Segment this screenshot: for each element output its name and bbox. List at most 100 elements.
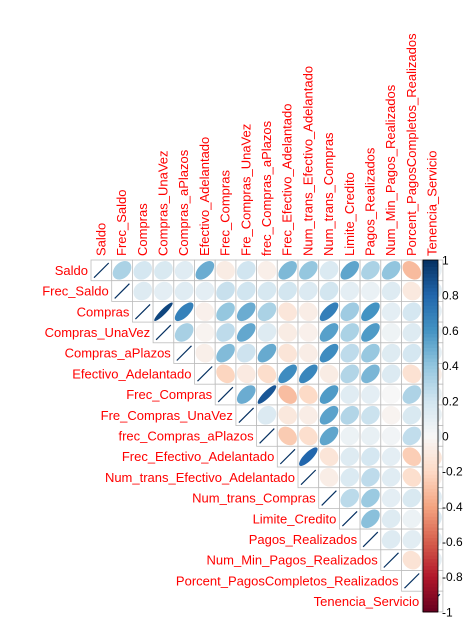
correlation-ellipse bbox=[381, 281, 401, 301]
correlation-ellipse bbox=[319, 261, 339, 280]
correlation-ellipse bbox=[402, 509, 422, 529]
correlation-ellipse bbox=[174, 281, 194, 301]
row-label: Frec_Compras bbox=[126, 387, 212, 402]
correlation-ellipse bbox=[402, 364, 422, 384]
colorbar-segment bbox=[423, 323, 438, 328]
correlation-ellipse bbox=[299, 281, 318, 301]
correlation-ellipse bbox=[340, 302, 360, 322]
correlation-ellipse bbox=[361, 302, 380, 322]
correlation-ellipse bbox=[319, 323, 339, 342]
correlation-ellipse bbox=[319, 447, 339, 466]
colorbar-tick-label: -0.4 bbox=[442, 500, 463, 514]
correlation-ellipse bbox=[381, 488, 401, 508]
colorbar-segment bbox=[423, 506, 438, 511]
diagonal-ellipse bbox=[362, 531, 379, 548]
column-labels: Saldo Frec_Saldo Compras Compras_UnaVez Comp… bbox=[93, 33, 439, 256]
diagonal-ellipse bbox=[404, 573, 420, 589]
correlation-ellipse bbox=[402, 281, 422, 301]
correlation-ellipse bbox=[381, 447, 401, 466]
colorbar-segment bbox=[423, 260, 438, 265]
colorbar-segment bbox=[423, 457, 438, 462]
correlation-ellipse bbox=[402, 550, 422, 570]
correlation-ellipse bbox=[319, 343, 339, 363]
column-label: Tenencia_Servicio bbox=[425, 150, 440, 256]
column-label: Num_trans_Efectivo_Adelantado bbox=[300, 66, 315, 256]
correlation-ellipse bbox=[361, 343, 380, 363]
colorbar-segment bbox=[423, 365, 438, 370]
row-label: Fre_Compras_UnaVez bbox=[101, 408, 233, 423]
correlation-ellipse bbox=[278, 426, 297, 446]
correlation-ellipse bbox=[340, 426, 360, 446]
correlation-ellipse bbox=[402, 323, 422, 342]
correlation-ellipse bbox=[299, 364, 318, 384]
correlation-ellipse bbox=[278, 343, 297, 363]
colorbar-tick-label: 0.8 bbox=[442, 289, 459, 303]
colorbar-segment bbox=[423, 474, 438, 479]
correlation-ellipse bbox=[257, 281, 277, 301]
colorbar-segment bbox=[423, 583, 438, 588]
column-label: Frec_Saldo bbox=[114, 190, 129, 256]
colorbar-segment bbox=[423, 495, 438, 500]
colorbar-segment bbox=[423, 485, 438, 490]
correlation-ellipse bbox=[257, 405, 277, 425]
diagonal-ellipse bbox=[279, 448, 296, 465]
colorbar-segment bbox=[423, 386, 438, 391]
column-label: Compras_UnaVez bbox=[155, 151, 170, 257]
diagonal-ellipse bbox=[93, 262, 110, 279]
column-label: Efectivo_Adelantado bbox=[197, 137, 212, 256]
correlation-ellipse bbox=[340, 447, 360, 466]
row-label: Compras_UnaVez bbox=[45, 325, 151, 340]
correlation-ellipse bbox=[361, 447, 380, 466]
correlation-ellipse bbox=[174, 261, 194, 280]
colorbar-segment bbox=[423, 481, 438, 486]
colorbar-segment bbox=[423, 298, 438, 303]
colorbar-segment bbox=[423, 397, 438, 402]
row-label: Num_trans_Efectivo_Adelantado bbox=[105, 470, 295, 485]
colorbar: -1 -0.8 -0.6 -0.4 -0.2 0 0.2 0.4 0.6 0.8 1 bbox=[422, 254, 463, 619]
correlation-ellipse bbox=[402, 261, 422, 280]
colorbar-frame bbox=[422, 259, 439, 613]
colorbar-segment bbox=[423, 446, 438, 451]
correlation-ellipse bbox=[381, 405, 401, 425]
colorbar-segment bbox=[423, 530, 438, 536]
colorbar-tick-label: -0.2 bbox=[442, 465, 463, 479]
correlation-ellipse bbox=[361, 405, 380, 425]
correlation-ellipse bbox=[340, 323, 360, 342]
diagonal-ellipse bbox=[217, 386, 234, 403]
correlation-ellipse bbox=[381, 530, 401, 549]
correlation-ellipse bbox=[340, 405, 360, 425]
colorbar-segment bbox=[423, 428, 438, 434]
row-label: Num_Min_Pagos_Realizados bbox=[207, 553, 379, 568]
row-label: Compras bbox=[77, 304, 130, 319]
correlation-ellipse bbox=[319, 426, 339, 446]
colorbar-segment bbox=[423, 432, 438, 437]
colorbar-segment bbox=[423, 569, 438, 574]
correlation-ellipse bbox=[216, 302, 235, 322]
row-label: Limite_Credito bbox=[253, 511, 337, 526]
colorbar-segment bbox=[423, 270, 438, 275]
colorbar-tick-label: 0.6 bbox=[442, 324, 459, 338]
correlation-ellipse bbox=[402, 468, 422, 487]
colorbar-segment bbox=[423, 538, 438, 543]
colorbar-segment bbox=[423, 355, 438, 360]
column-label: Saldo bbox=[93, 223, 108, 256]
colorbar-segment bbox=[423, 555, 438, 560]
correlation-ellipse bbox=[299, 405, 318, 425]
colorbar-segment bbox=[423, 379, 438, 384]
colorbar-tick-label: 1 bbox=[442, 254, 449, 268]
colorbar-tick-label: -0.8 bbox=[442, 570, 463, 584]
colorbar-segment bbox=[423, 376, 438, 381]
correlation-ellipse bbox=[381, 302, 401, 322]
diagonal-ellipse bbox=[383, 552, 399, 568]
correlation-ellipse bbox=[381, 468, 401, 487]
correlation-ellipse bbox=[236, 261, 256, 280]
colorbar-tick-label: 0.2 bbox=[442, 394, 459, 408]
correlation-ellipse bbox=[257, 302, 277, 322]
diagonal-ellipse bbox=[155, 324, 172, 341]
diagonal-ellipse bbox=[341, 510, 358, 527]
correlation-ellipse bbox=[278, 364, 297, 384]
correlation-ellipse bbox=[257, 385, 277, 404]
colorbar-segment bbox=[423, 478, 438, 483]
colorbar-segment bbox=[423, 601, 438, 606]
diagonal-ellipse bbox=[259, 428, 275, 444]
